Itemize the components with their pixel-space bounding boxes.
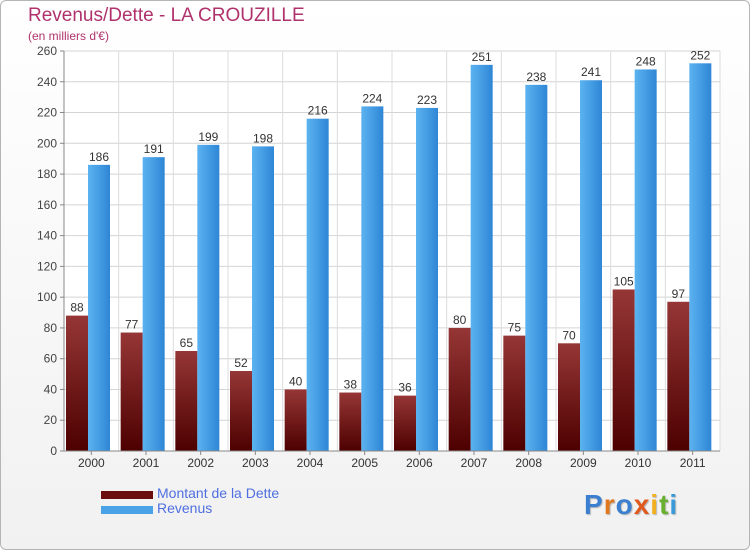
y-tick-label: 100: [37, 290, 57, 304]
data-label-dette: 38: [344, 378, 358, 392]
bar-dette: [394, 395, 416, 451]
bar-revenus: [252, 146, 274, 451]
y-tick-label: 200: [37, 136, 57, 150]
y-tick-label: 180: [37, 167, 57, 181]
y-tick-label: 120: [37, 259, 57, 273]
data-label-revenus: 199: [198, 130, 218, 144]
logo-letter: o: [615, 489, 634, 520]
logo-letter: i: [650, 489, 660, 520]
data-label-revenus: 252: [690, 48, 710, 62]
x-tick-label: 2010: [625, 456, 652, 470]
x-tick-label: 2007: [461, 456, 488, 470]
proxiti-logo: Proxiti: [584, 489, 678, 521]
bar-revenus: [525, 84, 548, 451]
bar-dette: [503, 335, 526, 451]
data-label-revenus: 223: [417, 93, 437, 107]
x-tick-label: 2003: [242, 456, 269, 470]
bar-revenus: [306, 118, 329, 451]
y-tick-label: 0: [50, 444, 57, 458]
bar-dette: [339, 392, 362, 451]
bar-revenus: [634, 69, 657, 451]
y-tick-label: 80: [44, 321, 58, 335]
logo-letter: i: [669, 489, 679, 520]
bar-dette: [284, 389, 307, 451]
logo-letter: t: [659, 489, 670, 520]
bar-dette: [558, 343, 580, 451]
bar-dette: [667, 301, 690, 451]
bar-revenus: [142, 157, 165, 451]
legend-label-dette: Montant de la Dette: [157, 485, 280, 501]
data-label-revenus: 238: [526, 70, 546, 84]
data-label-revenus: 198: [253, 131, 273, 145]
chart-subtitle: (en milliers d'€): [28, 29, 109, 43]
bar-dette: [230, 371, 252, 451]
y-tick-label: 260: [37, 44, 57, 58]
data-label-dette: 65: [180, 336, 194, 350]
x-tick-label: 2006: [406, 456, 433, 470]
data-label-dette: 88: [70, 301, 84, 315]
y-tick-label: 60: [44, 352, 58, 366]
data-label-revenus: 241: [581, 65, 601, 79]
data-label-dette: 77: [125, 318, 139, 332]
data-label-dette: 97: [672, 287, 686, 301]
bar-dette: [120, 332, 143, 451]
logo-letter: r: [603, 489, 616, 520]
bar-dette: [448, 327, 471, 451]
bar-revenus: [470, 64, 493, 451]
data-label-dette: 105: [614, 274, 634, 288]
x-tick-label: 2008: [515, 456, 542, 470]
x-tick-label: 2000: [78, 456, 105, 470]
bar-revenus: [197, 144, 220, 451]
data-label-dette: 80: [453, 313, 467, 327]
y-tick-label: 220: [37, 106, 57, 120]
y-tick-label: 160: [37, 198, 57, 212]
data-label-dette: 36: [398, 381, 412, 395]
data-label-dette: 75: [508, 321, 522, 335]
bar-revenus: [88, 164, 110, 451]
data-label-dette: 52: [234, 356, 248, 370]
x-tick-label: 2011: [680, 456, 706, 470]
y-tick-label: 20: [44, 413, 58, 427]
logo-letter: x: [633, 489, 651, 520]
data-label-revenus: 191: [144, 142, 164, 156]
bar-dette: [612, 289, 635, 451]
y-tick-label: 240: [37, 75, 57, 89]
bar-revenus: [580, 80, 602, 451]
bar-revenus: [416, 107, 438, 451]
data-label-revenus: 186: [89, 150, 109, 164]
y-tick-label: 140: [37, 229, 57, 243]
x-tick-label: 2002: [187, 456, 214, 470]
x-tick-label: 2001: [133, 456, 160, 470]
x-tick-label: 2009: [570, 456, 597, 470]
data-label-revenus: 248: [636, 54, 656, 68]
data-label-dette: 40: [289, 374, 303, 388]
bar-dette: [66, 315, 88, 451]
legend-swatch-dette: [101, 491, 153, 499]
x-tick-label: 2004: [297, 456, 324, 470]
bar-dette: [175, 351, 198, 451]
data-label-revenus: 251: [472, 50, 492, 64]
legend-label-revenus: Revenus: [157, 500, 213, 516]
x-tick-label: 2005: [351, 456, 378, 470]
legend-swatch-revenus: [101, 506, 153, 514]
bar-revenus: [361, 106, 384, 451]
data-label-revenus: 216: [308, 104, 328, 118]
chart-title: Revenus/Dette - LA CROUZILLE: [28, 5, 305, 26]
logo-letter: P: [584, 489, 604, 520]
y-tick-label: 40: [44, 382, 58, 396]
data-label-revenus: 224: [362, 91, 382, 105]
bar-revenus: [689, 63, 712, 452]
data-label-dette: 70: [562, 328, 576, 342]
